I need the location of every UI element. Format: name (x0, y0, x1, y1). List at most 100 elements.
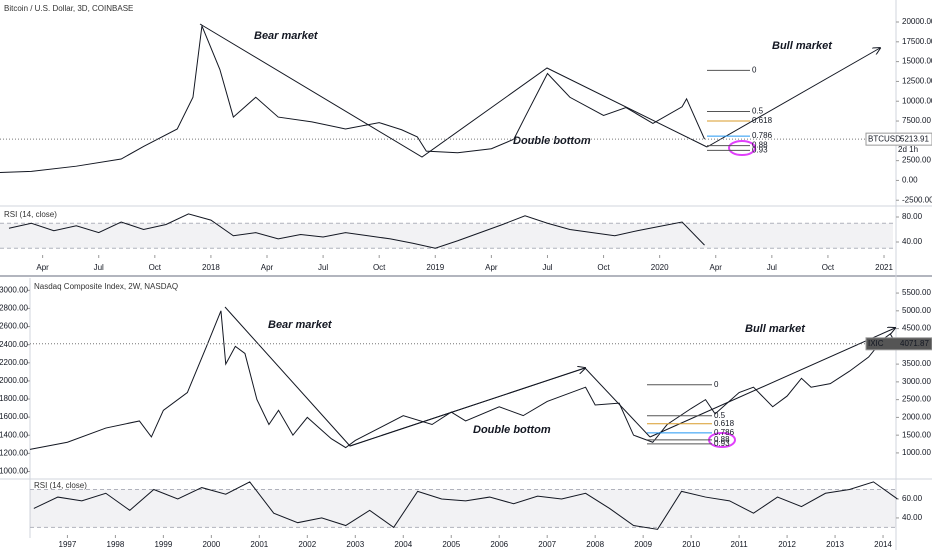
y-tick-label: 2400.00 (0, 340, 29, 349)
x-tick-label: Apr (710, 263, 723, 272)
y-tick-label: 1400.00 (0, 430, 29, 439)
x-tick-label: Oct (149, 263, 162, 272)
price-badge (865, 132, 932, 146)
fib-label: 0.93 (714, 439, 730, 448)
fib-label: 0.786 (752, 131, 773, 140)
y-tick-label: -2500.00 (902, 195, 932, 204)
x-tick-label: 2002 (298, 540, 316, 549)
rsi-title: RSI (14, close) (34, 481, 87, 490)
fib-label: 0.5 (752, 107, 764, 116)
y-tick-label: 20000.00 (902, 17, 932, 26)
y-tick-label: 1800.00 (0, 394, 29, 403)
y-tick-label: 40.00 (902, 513, 923, 522)
y-tick-label: 15000.00 (902, 57, 932, 66)
x-tick-label: 1997 (59, 540, 77, 549)
y-tick-label: 1000.00 (0, 467, 29, 476)
y-tick-label: 3500.00 (902, 359, 931, 368)
y-tick-label: 5500.00 (902, 288, 931, 297)
chart-title: Bitcoin / U.S. Dollar, 3D, COINBASE (4, 4, 133, 13)
x-tick-label: 2012 (778, 540, 796, 549)
x-tick-label: 2010 (682, 540, 700, 549)
fib-label: 0.93 (752, 145, 768, 154)
x-tick-label: Jul (318, 263, 328, 272)
fib-label: 0 (752, 65, 757, 74)
x-tick-label: Oct (373, 263, 386, 272)
x-tick-label: Jul (94, 263, 104, 272)
x-tick-label: 2014 (874, 540, 892, 549)
x-tick-label: 2021 (875, 263, 893, 272)
x-tick-label: 2005 (442, 540, 460, 549)
series-name: IXIC (868, 339, 884, 348)
y-tick-label: 2200.00 (0, 358, 29, 367)
fib-label: 0.5 (714, 411, 726, 420)
y-tick-label: 80.00 (902, 212, 923, 221)
y-tick-label: 2600.00 (0, 322, 29, 331)
x-tick-label: Apr (36, 263, 49, 272)
fib-label: 0.88 (752, 141, 768, 150)
rsi-line (8, 213, 705, 249)
x-tick-label: 2019 (426, 263, 444, 272)
series-name: BTCUSD (868, 134, 901, 143)
x-tick-label: 2004 (394, 540, 412, 549)
price-line (0, 24, 705, 174)
y-tick-label: 0.00 (902, 176, 918, 185)
chart-title: Nasdaq Composite Index, 2W, NASDAQ (34, 282, 178, 291)
y-tick-label: 2000.00 (0, 376, 29, 385)
x-tick-label: Oct (822, 263, 835, 272)
last-price: 5213.91 (900, 134, 929, 143)
x-tick-label: 2011 (731, 540, 749, 549)
y-tick-label: 4500.00 (902, 324, 931, 333)
fib-label: 0.786 (714, 428, 735, 437)
x-tick-label: 2013 (826, 540, 844, 549)
x-tick-label: 2003 (346, 540, 364, 549)
x-tick-label: 2001 (250, 540, 268, 549)
fib-label: 0.618 (714, 419, 735, 428)
fib-label: 0.88 (714, 435, 730, 444)
y-tick-label: 17500.00 (902, 37, 932, 46)
annotation: Bear market (268, 319, 333, 331)
y-tick-label: 1000.00 (902, 448, 931, 457)
rsi-title: RSI (14, close) (4, 210, 57, 219)
highlight (728, 140, 756, 156)
x-tick-label: Apr (485, 263, 498, 272)
annotation: Bear market (254, 30, 319, 42)
y-tick-label: 40.00 (902, 237, 923, 246)
rsi-line (33, 481, 898, 530)
x-tick-label: 1999 (154, 540, 172, 549)
annotation: Double bottom (473, 424, 551, 436)
fib-label: 0 (714, 380, 719, 389)
annotation: Bull market (745, 323, 806, 335)
y-tick-label: 60.00 (902, 494, 923, 503)
rsi-band-fill (30, 489, 896, 528)
last-price: 4071.87 (900, 339, 929, 348)
y-tick-label: 2800.00 (0, 304, 29, 313)
x-tick-label: Apr (261, 263, 274, 272)
annotation: Double bottom (513, 135, 591, 147)
x-tick-label: 2007 (538, 540, 556, 549)
x-tick-label: 2008 (586, 540, 604, 549)
y-tick-label: 1500.00 (902, 430, 931, 439)
price-badge (865, 337, 932, 351)
y-tick-label: 7500.00 (902, 116, 931, 125)
y-tick-label: 10000.00 (902, 96, 932, 105)
y-tick-label: 2500.00 (902, 395, 931, 404)
x-tick-label: 2020 (651, 263, 669, 272)
x-tick-label: 2009 (634, 540, 652, 549)
y-tick-label: 3000.00 (0, 285, 29, 294)
x-tick-label: Oct (597, 263, 610, 272)
x-tick-label: Jul (542, 263, 552, 272)
x-tick-label: 2000 (202, 540, 220, 549)
x-tick-label: 2006 (490, 540, 508, 549)
countdown: 2d 1h (898, 145, 918, 154)
x-tick-label: 1998 (107, 540, 125, 549)
y-tick-label: 5000.00 (902, 306, 931, 315)
y-tick-label: 2500.00 (902, 156, 931, 165)
y-tick-label: 1200.00 (0, 448, 29, 457)
y-tick-label: 2000.00 (902, 413, 931, 422)
price-line (29, 310, 897, 450)
trend-lines (199, 23, 895, 447)
x-tick-label: 2018 (202, 263, 220, 272)
fib-label: 0.618 (752, 116, 773, 125)
y-tick-label: 3000.00 (902, 377, 931, 386)
